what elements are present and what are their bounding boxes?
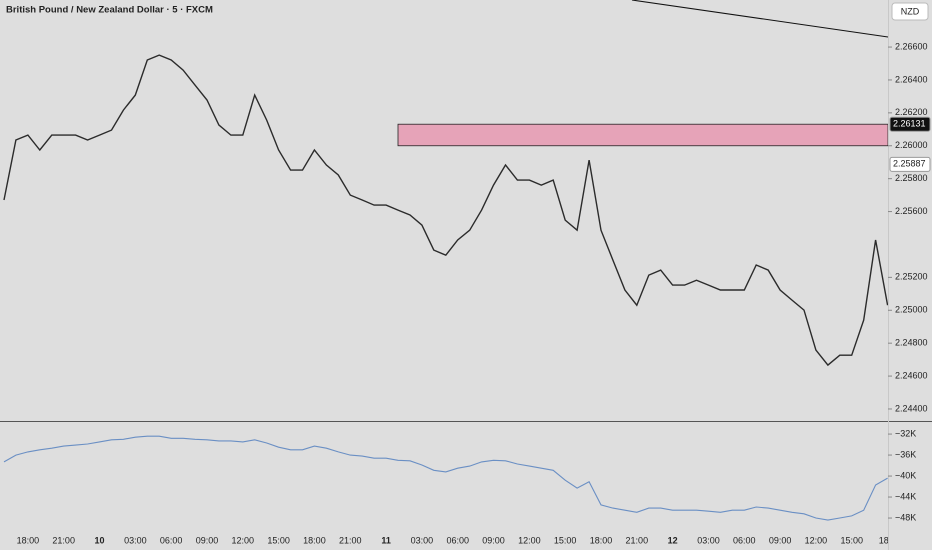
- trend-line: [631, 0, 889, 38]
- x-tick-label: 12:00: [805, 535, 828, 545]
- x-tick-label: 15:00: [840, 535, 863, 545]
- x-tick-label: 09:00: [769, 535, 792, 545]
- y-tick-label: 2.25800: [895, 173, 928, 183]
- x-tick-label: 21:00: [626, 535, 649, 545]
- y-tick-label: 2.25200: [895, 272, 928, 282]
- x-tick-label: 12:00: [518, 535, 541, 545]
- price-label-box: [889, 116, 931, 132]
- y-tick-label: 2.26400: [895, 74, 928, 84]
- y-tick-label: −40K: [895, 470, 916, 480]
- y-tick-label: 2.25600: [895, 206, 928, 216]
- currency-button[interactable]: [891, 2, 929, 21]
- y-tick-label: 2.26000: [895, 140, 928, 150]
- series-line: [3, 435, 888, 521]
- x-tick-label: 03:00: [411, 535, 434, 545]
- currency[interactable]: NZD: [901, 6, 920, 16]
- x-tick-label: 18:00: [303, 535, 326, 545]
- y-tick-label: 2.24400: [895, 403, 928, 413]
- x-tick-label: 09:00: [196, 535, 219, 545]
- x-tick-label: 06:00: [446, 535, 469, 545]
- x-tick-label: 06:00: [160, 535, 183, 545]
- y-tick-label: 2.26200: [895, 107, 928, 117]
- x-tick-label: 15:00: [554, 535, 577, 545]
- series-line: [3, 54, 888, 367]
- x-tick-label: 03:00: [124, 535, 147, 545]
- price-label: 2.26131: [893, 119, 926, 129]
- x-tick-label: 10: [95, 535, 105, 545]
- y-tick-label: 2.24600: [895, 370, 928, 380]
- x-tick-label: 03:00: [697, 535, 720, 545]
- x-tick-label: 15:00: [267, 535, 290, 545]
- x-tick-label: 18:00: [17, 535, 40, 545]
- x-tick-label: 12:00: [232, 535, 255, 545]
- x-tick-label: 21:00: [339, 535, 362, 545]
- price-label: 2.25887: [893, 159, 926, 169]
- y-tick-label: 2.26600: [895, 41, 928, 51]
- plot: 18:00 21:00 10 03:00 06:00 09:00 12:00 15:00 18:…: [3, 54, 897, 545]
- x-tick-label: 21:00: [52, 535, 75, 545]
- chart-title: British Pound / New Zealand Dollar · 5 ·…: [6, 5, 213, 16]
- y-tick-label: 2.25000: [895, 305, 928, 315]
- zone: [397, 123, 888, 147]
- x-tick-label: 18:0: [879, 535, 897, 545]
- y-tick-label: 2.24800: [895, 338, 928, 348]
- x-tick-label: 09:00: [482, 535, 505, 545]
- y-tick-label: −44K: [895, 491, 916, 501]
- y-tick-label: −36K: [895, 449, 916, 459]
- x-tick-label: 12: [668, 535, 678, 545]
- y-tick-label: −32K: [895, 428, 916, 438]
- price-label-box: [889, 156, 931, 172]
- x-tick-label: 11: [381, 535, 391, 545]
- x-tick-label: 18:00: [590, 535, 613, 545]
- y-tick-label: −48K: [895, 512, 916, 522]
- x-tick-label: 06:00: [733, 535, 756, 545]
